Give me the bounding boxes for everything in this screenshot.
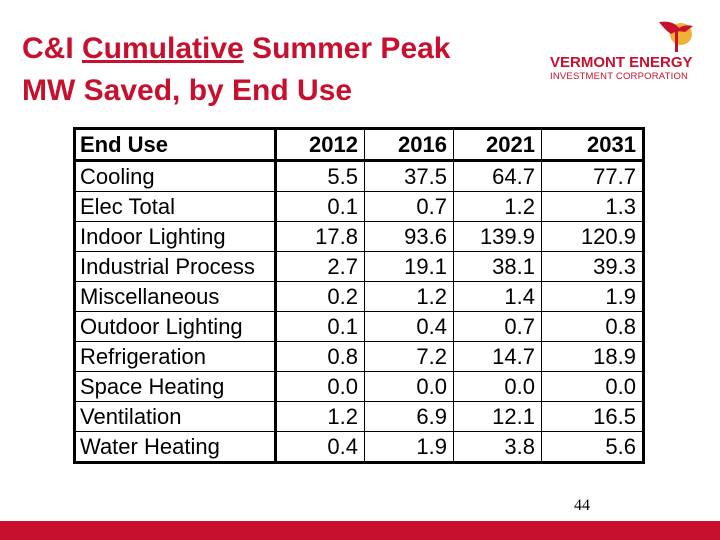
table-row: Industrial Process 2.7 19.1 38.1 39.3: [74, 251, 644, 282]
value-cell: 37.5: [364, 160, 454, 192]
value-cell: 38.1: [453, 251, 542, 282]
value-cell: 6.9: [364, 401, 454, 432]
value-cell: 0.8: [541, 311, 644, 342]
end-use-cell: Industrial Process: [74, 251, 277, 282]
column-header: 2016: [364, 128, 454, 162]
table-row: Refrigeration 0.8 7.2 14.7 18.9: [74, 341, 644, 372]
value-cell: 3.8: [453, 431, 542, 463]
stylized-sun-flag-icon: [659, 21, 693, 52]
logo-line2: INVESTMENT CORPORATION: [550, 71, 689, 82]
table-row: Miscellaneous 0.2 1.2 1.4 1.9: [74, 281, 644, 312]
end-use-cell: Miscellaneous: [74, 281, 277, 312]
column-header: 2012: [275, 128, 365, 162]
value-cell: 12.1: [453, 401, 542, 432]
title-line1-rest: Summer Peak: [243, 32, 451, 65]
title-prefix: C&I: [22, 32, 82, 65]
end-use-cell: Water Heating: [74, 431, 277, 463]
value-cell: 64.7: [453, 160, 542, 192]
value-cell: 0.2: [275, 281, 365, 312]
value-cell: 16.5: [541, 401, 644, 432]
value-cell: 0.0: [453, 371, 542, 402]
value-cell: 19.1: [364, 251, 454, 282]
value-cell: 5.6: [541, 431, 644, 463]
slide-title: C&I Cumulative Summer Peak MW Saved, by …: [22, 28, 451, 112]
value-cell: 0.4: [275, 431, 365, 463]
value-cell: 39.3: [541, 251, 644, 282]
value-cell: 1.3: [541, 191, 644, 222]
end-use-cell: Indoor Lighting: [74, 221, 277, 252]
column-header: 2021: [453, 128, 542, 162]
value-cell: 0.1: [275, 191, 365, 222]
title-emphasis: Cumulative: [82, 32, 244, 65]
company-logo: VERMONT ENERGY INVESTMENT CORPORATION: [550, 18, 700, 88]
title-line2: MW Saved, by End Use: [22, 74, 353, 107]
value-cell: 1.4: [453, 281, 542, 312]
value-cell: 0.4: [364, 311, 454, 342]
end-use-cell: Cooling: [74, 160, 277, 192]
table-row: Ventilation 1.2 6.9 12.1 16.5: [74, 401, 644, 432]
column-header: 2031: [541, 128, 644, 162]
bottom-accent-bar: [0, 521, 720, 540]
value-cell: 77.7: [541, 160, 644, 192]
value-cell: 18.9: [541, 341, 644, 372]
value-cell: 5.5: [275, 160, 365, 192]
end-use-cell: Elec Total: [74, 191, 277, 222]
value-cell: 0.0: [364, 371, 454, 402]
value-cell: 0.0: [275, 371, 365, 402]
table-row: Outdoor Lighting 0.1 0.4 0.7 0.8: [74, 311, 644, 342]
value-cell: 2.7: [275, 251, 365, 282]
value-cell: 0.8: [275, 341, 365, 372]
value-cell: 1.2: [364, 281, 454, 312]
value-cell: 93.6: [364, 221, 454, 252]
value-cell: 1.9: [541, 281, 644, 312]
value-cell: 14.7: [453, 341, 542, 372]
end-use-cell: Refrigeration: [74, 341, 277, 372]
end-use-cell: Ventilation: [74, 401, 277, 432]
value-cell: 17.8: [275, 221, 365, 252]
value-cell: 0.7: [364, 191, 454, 222]
table-row: Elec Total 0.1 0.7 1.2 1.3: [74, 191, 644, 222]
end-use-table: End Use 2012 2016 2021 2031 Cooling 5.5 37.5 64.…: [73, 127, 645, 464]
table-row: Indoor Lighting 17.8 93.6 139.9 120.9: [74, 221, 644, 252]
table-row: Cooling 5.5 37.5 64.7 77.7: [74, 160, 644, 192]
column-header: End Use: [74, 128, 277, 162]
table-header-row: End Use 2012 2016 2021 2031: [74, 128, 644, 162]
value-cell: 139.9: [453, 221, 542, 252]
logo-line1: VERMONT ENERGY: [550, 54, 693, 71]
table-row: Space Heating 0.0 0.0 0.0 0.0: [74, 371, 644, 402]
page-number: 44: [574, 497, 590, 514]
value-cell: 1.2: [275, 401, 365, 432]
end-use-cell: Space Heating: [74, 371, 277, 402]
value-cell: 0.1: [275, 311, 365, 342]
value-cell: 120.9: [541, 221, 644, 252]
value-cell: 0.7: [453, 311, 542, 342]
value-cell: 1.9: [364, 431, 454, 463]
value-cell: 0.0: [541, 371, 644, 402]
end-use-cell: Outdoor Lighting: [74, 311, 277, 342]
table-row: Water Heating 0.4 1.9 3.8 5.6: [74, 431, 644, 463]
value-cell: 7.2: [364, 341, 454, 372]
value-cell: 1.2: [453, 191, 542, 222]
